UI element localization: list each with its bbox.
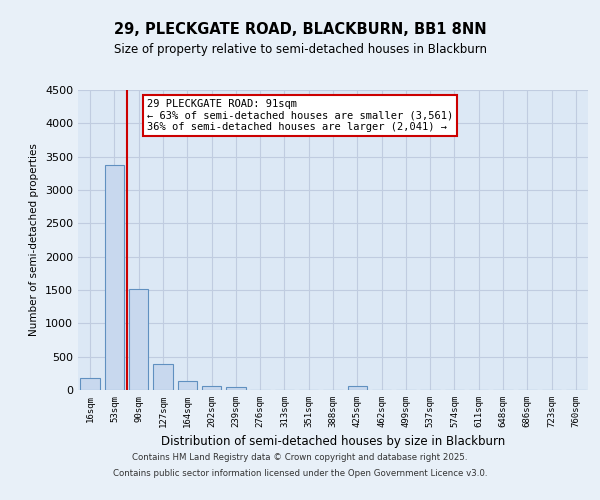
Bar xyxy=(178,380,197,390)
X-axis label: Distribution of semi-detached houses by size in Blackburn: Distribution of semi-detached houses by … xyxy=(161,436,505,448)
Bar xyxy=(347,386,367,390)
Text: 29, PLECKGATE ROAD, BLACKBURN, BB1 8NN: 29, PLECKGATE ROAD, BLACKBURN, BB1 8NN xyxy=(113,22,487,38)
Bar xyxy=(153,364,173,390)
Text: Size of property relative to semi-detached houses in Blackburn: Size of property relative to semi-detach… xyxy=(113,42,487,56)
Bar xyxy=(226,388,245,390)
Text: 29 PLECKGATE ROAD: 91sqm
← 63% of semi-detached houses are smaller (3,561)
36% o: 29 PLECKGATE ROAD: 91sqm ← 63% of semi-d… xyxy=(147,99,453,132)
Bar xyxy=(129,290,148,390)
Y-axis label: Number of semi-detached properties: Number of semi-detached properties xyxy=(29,144,40,336)
Bar xyxy=(202,386,221,390)
Bar xyxy=(105,166,124,390)
Text: Contains public sector information licensed under the Open Government Licence v3: Contains public sector information licen… xyxy=(113,468,487,477)
Bar xyxy=(80,378,100,390)
Text: Contains HM Land Registry data © Crown copyright and database right 2025.: Contains HM Land Registry data © Crown c… xyxy=(132,454,468,462)
